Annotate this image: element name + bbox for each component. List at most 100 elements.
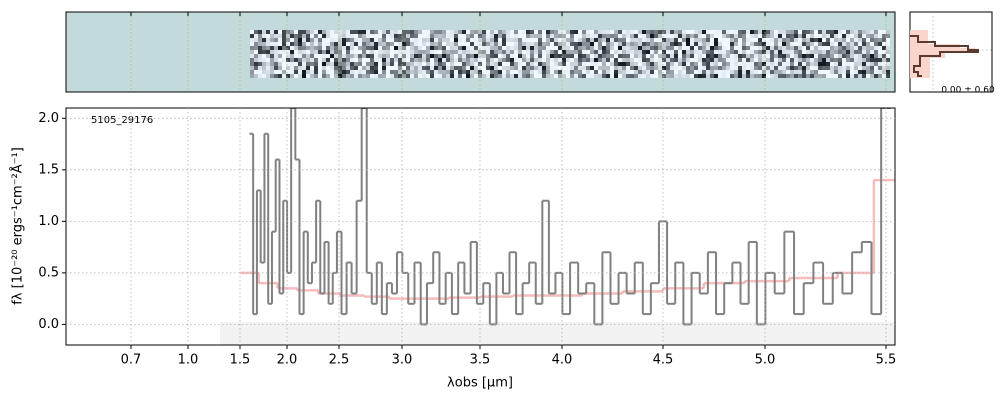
- image-pixel: [618, 62, 622, 66]
- image-pixel: [854, 42, 858, 46]
- image-pixel: [486, 38, 490, 42]
- image-pixel: [254, 34, 258, 38]
- image-pixel: [294, 70, 298, 74]
- image-pixel: [602, 74, 606, 78]
- y-tick-label: 1.0: [38, 214, 59, 229]
- image-pixel: [850, 38, 854, 42]
- image-pixel: [886, 74, 890, 78]
- image-pixel: [398, 66, 402, 70]
- image-pixel: [674, 38, 678, 42]
- image-pixel: [310, 74, 314, 78]
- image-pixel: [390, 58, 394, 62]
- image-pixel: [378, 66, 382, 70]
- image-pixel: [450, 62, 454, 66]
- image-pixel: [502, 42, 506, 46]
- image-pixel: [434, 30, 438, 34]
- image-pixel: [622, 70, 626, 74]
- image-pixel: [530, 50, 534, 54]
- image-pixel: [370, 42, 374, 46]
- image-pixel: [526, 34, 530, 38]
- image-pixel: [562, 38, 566, 42]
- image-pixel: [842, 42, 846, 46]
- image-pixel: [542, 34, 546, 38]
- image-pixel: [634, 42, 638, 46]
- image-pixel: [338, 66, 342, 70]
- image-pixel: [534, 46, 538, 50]
- image-pixel: [606, 74, 610, 78]
- image-pixel: [794, 58, 798, 62]
- image-pixel: [826, 70, 830, 74]
- image-pixel: [714, 42, 718, 46]
- image-pixel: [362, 42, 366, 46]
- image-pixel: [642, 70, 646, 74]
- image-pixel: [514, 74, 518, 78]
- image-pixel: [834, 74, 838, 78]
- image-pixel: [742, 62, 746, 66]
- image-pixel: [610, 34, 614, 38]
- image-pixel: [682, 50, 686, 54]
- image-pixel: [346, 46, 350, 50]
- image-pixel: [806, 58, 810, 62]
- image-pixel: [422, 74, 426, 78]
- image-pixel: [466, 30, 470, 34]
- image-pixel: [290, 50, 294, 54]
- image-pixel: [786, 54, 790, 58]
- image-pixel: [262, 50, 266, 54]
- image-pixel: [718, 34, 722, 38]
- image-pixel: [650, 74, 654, 78]
- image-pixel: [402, 30, 406, 34]
- image-pixel: [666, 66, 670, 70]
- image-pixel: [462, 70, 466, 74]
- image-pixel: [270, 34, 274, 38]
- image-pixel: [686, 30, 690, 34]
- image-pixel: [646, 62, 650, 66]
- image-pixel: [650, 66, 654, 70]
- image-pixel: [354, 38, 358, 42]
- image-pixel: [470, 66, 474, 70]
- image-pixel: [526, 58, 530, 62]
- image-pixel: [778, 74, 782, 78]
- image-pixel: [758, 30, 762, 34]
- image-pixel: [342, 38, 346, 42]
- image-pixel: [802, 62, 806, 66]
- image-pixel: [574, 46, 578, 50]
- image-pixel: [290, 46, 294, 50]
- image-pixel: [326, 30, 330, 34]
- image-pixel: [882, 50, 886, 54]
- image-pixel: [498, 42, 502, 46]
- image-pixel: [714, 46, 718, 50]
- image-pixel: [642, 34, 646, 38]
- image-pixel: [538, 30, 542, 34]
- image-pixel: [754, 62, 758, 66]
- image-pixel: [382, 58, 386, 62]
- image-pixel: [746, 54, 750, 58]
- image-pixel: [846, 70, 850, 74]
- image-pixel: [734, 50, 738, 54]
- image-pixel: [882, 74, 886, 78]
- image-pixel: [590, 74, 594, 78]
- image-pixel: [462, 34, 466, 38]
- image-pixel: [702, 66, 706, 70]
- image-pixel: [714, 34, 718, 38]
- image-pixel: [510, 66, 514, 70]
- image-pixel: [362, 54, 366, 58]
- image-pixel: [770, 38, 774, 42]
- image-pixel: [330, 74, 334, 78]
- image-pixel: [590, 54, 594, 58]
- image-pixel: [522, 58, 526, 62]
- image-pixel: [494, 74, 498, 78]
- image-pixel: [862, 58, 866, 62]
- image-pixel: [438, 70, 442, 74]
- image-pixel: [862, 70, 866, 74]
- image-pixel: [314, 30, 318, 34]
- image-pixel: [538, 46, 542, 50]
- image-pixel: [294, 42, 298, 46]
- image-pixel: [414, 50, 418, 54]
- image-pixel: [726, 38, 730, 42]
- image-pixel: [278, 74, 282, 78]
- image-pixel: [570, 66, 574, 70]
- image-pixel: [830, 34, 834, 38]
- image-pixel: [342, 42, 346, 46]
- image-pixel: [358, 34, 362, 38]
- image-pixel: [286, 34, 290, 38]
